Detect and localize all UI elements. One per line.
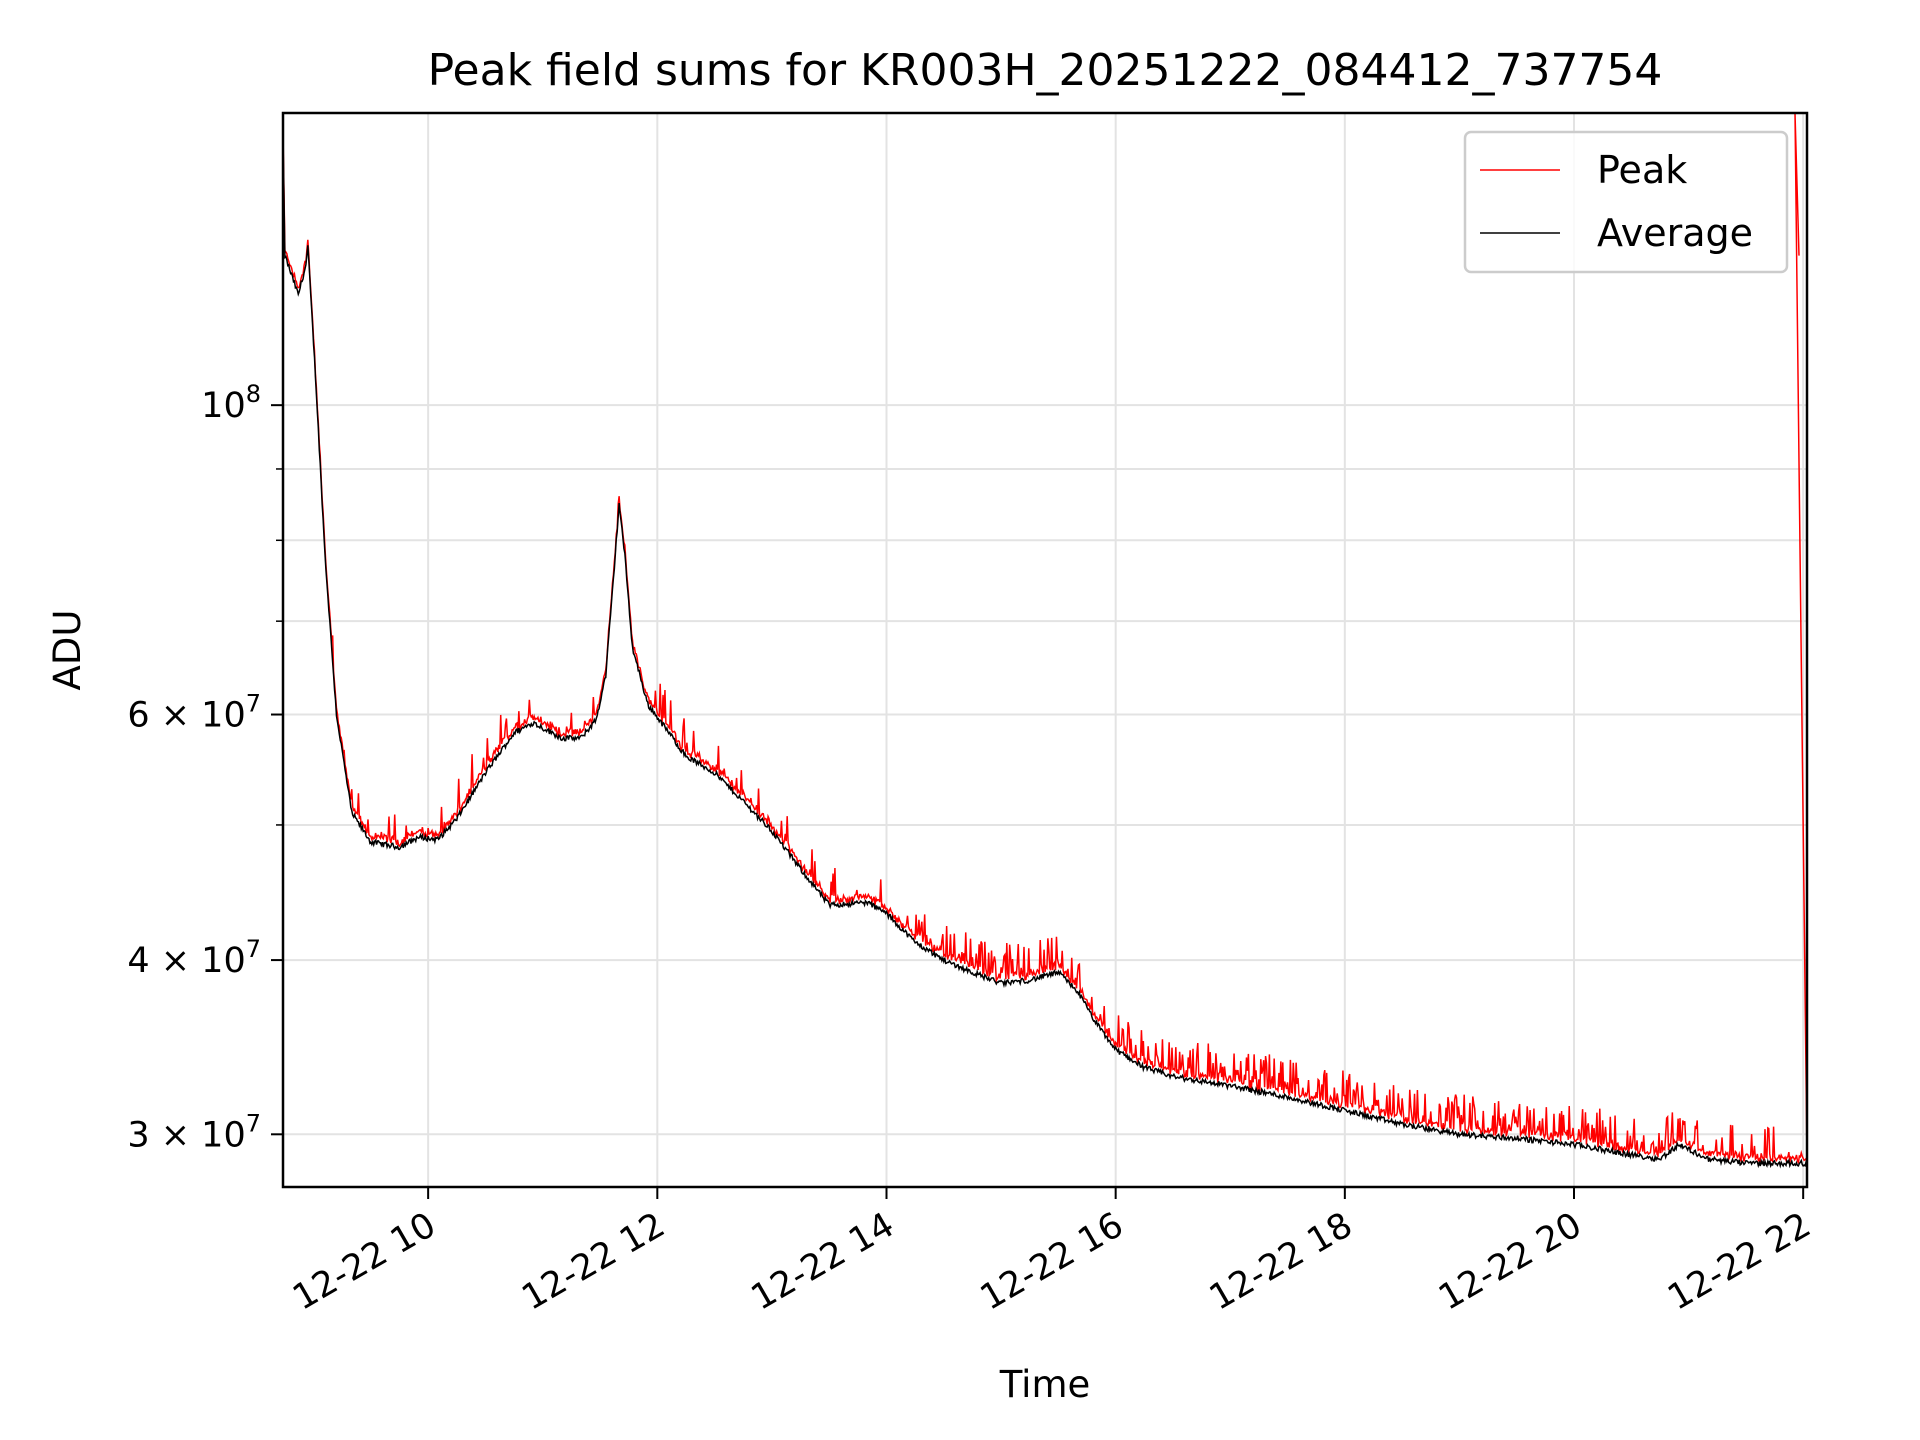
plot-frame [281,111,1809,1189]
series-layer [282,112,1808,1169]
legend-peak-label: Peak [1597,148,1687,192]
grid [283,113,1807,1187]
y-tick-label: 108 [201,380,261,426]
legend: Peak Average [1463,130,1789,274]
x-tick-label: 12-22 12 [516,1205,672,1318]
x-axis-ticks: 12-22 10 12-22 12 12-22 14 12-22 16 12-22 18… [286,1187,1818,1318]
x-tick-label: 12-22 22 [1661,1205,1817,1318]
x-tick-label: 12-22 20 [1432,1205,1588,1318]
peak-series-line [282,112,1808,1165]
x-tick-label: 12-22 18 [1203,1205,1359,1318]
average-series-line [282,138,1808,1169]
chart-title: Peak field sums for KR003H_20251222_0844… [428,45,1663,96]
y-tick-label: 6 × 107 [127,690,261,736]
y-tick-label: 4 × 107 [127,935,261,981]
x-tick-label: 12-22 10 [286,1205,442,1318]
x-tick-label: 12-22 14 [745,1205,901,1318]
y-axis-ticks: 3 × 107 4 × 107 6 × 107 108 [127,380,283,1155]
x-tick-label: 12-22 16 [974,1205,1130,1318]
legend-average-label: Average [1597,211,1753,255]
y-tick-label: 3 × 107 [127,1109,261,1155]
legend-box [1463,130,1789,274]
y-axis-label: ADU [46,610,89,691]
x-axis-label: Time [999,1363,1091,1406]
